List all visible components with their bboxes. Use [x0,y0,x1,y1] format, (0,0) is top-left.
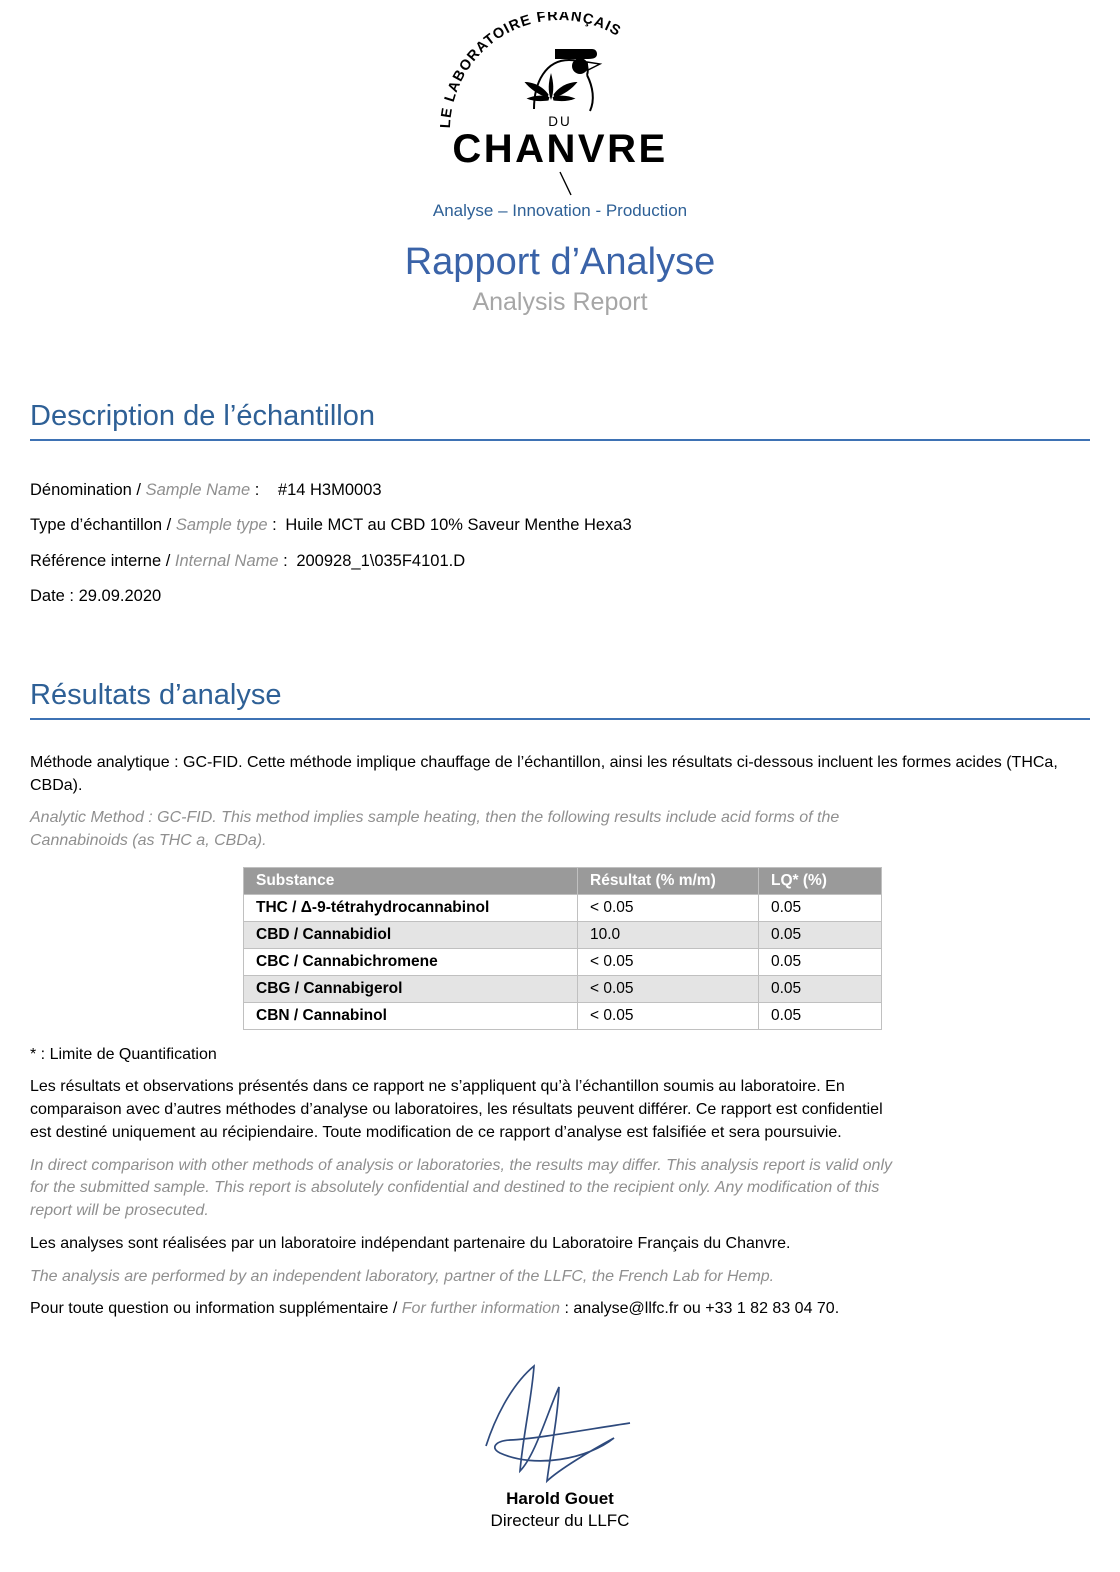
svg-text:Analyse – Innovation - Product: Analyse – Innovation - Production [433,201,687,220]
svg-text:CHANVRE: CHANVRE [452,127,667,171]
svg-text:LE LABORATOIRE FRANÇAIS: LE LABORATOIRE FRANÇAIS [438,12,624,129]
